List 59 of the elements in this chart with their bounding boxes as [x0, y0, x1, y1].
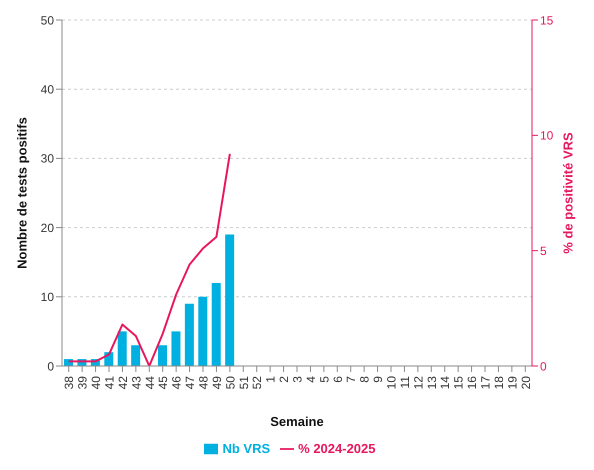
y2-axis-title: % de positivité VRS	[560, 132, 576, 254]
y-tick-label: 30	[40, 152, 54, 166]
legend-label: % 2024-2025	[298, 441, 376, 456]
x-tick-label: 5	[317, 376, 332, 383]
y-tick-label: 0	[47, 359, 54, 374]
x-tick-label: 17	[478, 376, 493, 390]
x-tick-label: 46	[170, 376, 184, 390]
x-tick-label: 19	[505, 376, 520, 390]
x-tick-label: 18	[492, 376, 506, 390]
bar	[158, 345, 168, 366]
x-tick-label: 8	[358, 376, 372, 383]
bar	[212, 282, 221, 366]
bar	[131, 345, 140, 366]
x-tick-label: 9	[371, 376, 386, 383]
line-series	[68, 152, 231, 366]
x-tick-label: 2	[277, 376, 292, 383]
y2-tick-label: 15	[540, 13, 554, 28]
x-tick-label: 43	[129, 376, 144, 390]
bar	[184, 304, 194, 366]
x-tick-label: 4	[304, 376, 318, 383]
x-tick-label: 42	[116, 376, 130, 390]
x-tick-label: 48	[196, 376, 211, 390]
x-tick-label: 49	[210, 376, 224, 390]
bar	[198, 296, 208, 366]
y-tick-label: 40	[40, 82, 54, 96]
x-tick-label: 51	[236, 376, 251, 390]
x-tick-label: 50	[223, 376, 238, 390]
x-tick-label: 15	[452, 376, 466, 390]
x-tick-label: 7	[344, 376, 358, 383]
x-tick-label: 14	[438, 376, 452, 390]
x-tick-label: 39	[76, 376, 90, 390]
x-tick-label: 10	[384, 376, 399, 390]
x-tick-label: 13	[424, 376, 439, 390]
y-tick-label: 20	[40, 220, 54, 235]
x-tick-label: 3	[290, 376, 305, 383]
x-tick-label: 1	[264, 376, 278, 383]
x-tick-label: 6	[330, 376, 345, 383]
bar	[118, 331, 127, 366]
x-tick-label: 47	[183, 376, 198, 390]
y2-tick-label: 10	[540, 128, 554, 143]
y-tick-label: 10	[40, 290, 54, 304]
y-axis-title: Nombre de tests positifs	[14, 117, 30, 269]
legend-label: Nb VRS	[222, 441, 270, 456]
x-tick-label: 41	[102, 376, 117, 390]
y-tick-label: 50	[40, 13, 54, 28]
x-tick-label: 40	[89, 376, 104, 390]
y2-tick-label: 0	[540, 359, 547, 374]
x-tick-label: 52	[250, 376, 264, 390]
x-tick-label: 20	[518, 376, 533, 390]
x-axis-title: Semaine	[270, 414, 324, 429]
x-tick-label: 12	[411, 376, 426, 390]
x-tick-label: 16	[465, 376, 480, 390]
bar	[171, 331, 180, 366]
y2-tick-label: 5	[540, 244, 547, 258]
bar	[225, 234, 234, 366]
x-tick-label: 11	[398, 376, 412, 388]
x-tick-label: 45	[156, 376, 170, 390]
x-tick-label: 44	[142, 376, 157, 390]
x-tick-label: 38	[62, 376, 76, 390]
